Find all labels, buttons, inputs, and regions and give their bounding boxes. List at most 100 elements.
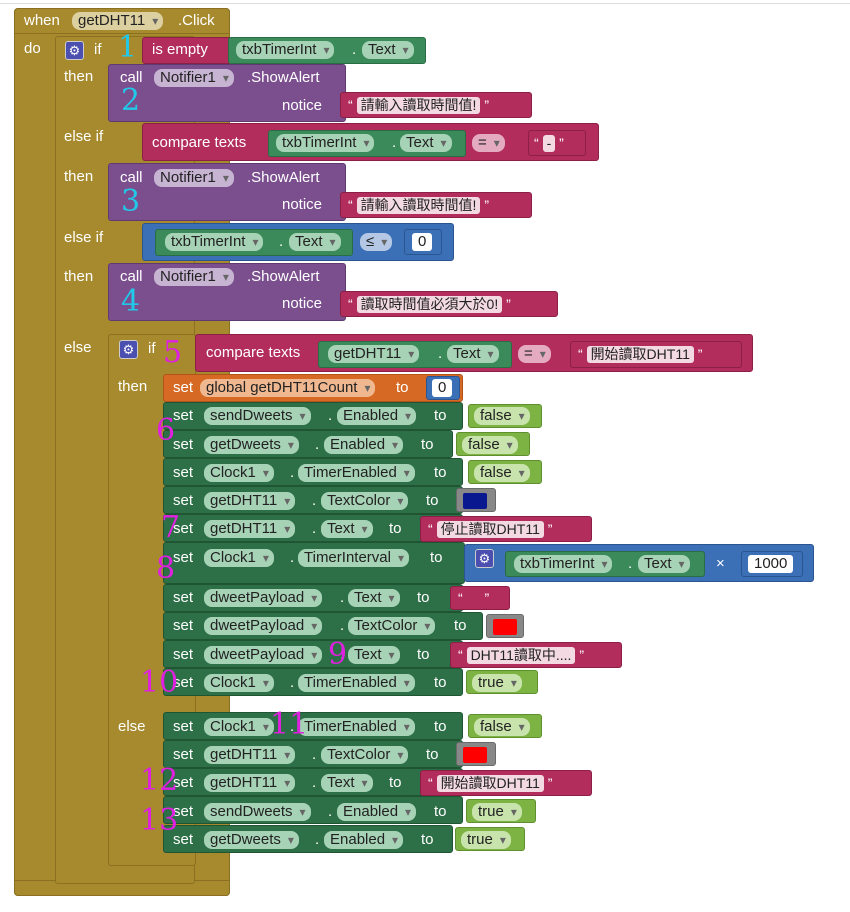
set-label: set	[173, 464, 194, 481]
property-dropdown[interactable]: Text	[289, 233, 341, 251]
component-dropdown[interactable]: Clock1	[204, 718, 274, 736]
text-string-empty[interactable]	[450, 586, 510, 610]
property-dropdown[interactable]: TimerEnabled	[298, 718, 415, 736]
property-dropdown[interactable]: Enabled	[337, 803, 417, 821]
component-dropdown[interactable]: Clock1	[204, 549, 274, 567]
component-dropdown[interactable]: Clock1	[204, 464, 274, 482]
reading-text[interactable]: DHT11讀取中....	[466, 647, 576, 664]
property-dropdown[interactable]: TimerEnabled	[298, 464, 415, 482]
boolean-dropdown[interactable]: true	[472, 803, 522, 821]
annotation-number: 2	[121, 83, 141, 118]
component-dropdown[interactable]: txbTimerInt	[165, 233, 264, 251]
property-dropdown[interactable]: Text	[638, 555, 690, 573]
component-dropdown[interactable]: dweetPayload	[204, 589, 323, 607]
else-label-outer: else	[64, 339, 92, 356]
component-dropdown[interactable]: sendDweets	[204, 407, 311, 425]
component-dropdown[interactable]: dweetPayload	[204, 646, 323, 664]
property-dropdown[interactable]: Enabled	[324, 436, 404, 454]
to-label: to	[421, 831, 434, 848]
dot-label: .	[628, 555, 633, 572]
variable-dropdown[interactable]: global getDHT11Count	[200, 379, 376, 397]
notifier-dropdown[interactable]: Notifier1	[154, 169, 234, 187]
operator-dropdown[interactable]: ≤	[360, 233, 393, 251]
color-swatch-red-2[interactable]	[463, 746, 487, 763]
multiply-mutator-gear-icon[interactable]: ⚙	[475, 549, 494, 568]
component-dropdown[interactable]: getDHT11	[204, 774, 296, 792]
component-dropdown[interactable]: txbTimerInt	[236, 41, 335, 59]
dot-label: .	[290, 464, 295, 481]
call-showalert-block-1[interactable]	[108, 64, 346, 122]
property-dropdown[interactable]: TimerInterval	[298, 549, 409, 567]
to-label: to	[426, 492, 439, 509]
property-dropdown[interactable]: Text	[321, 774, 373, 792]
color-swatch-red[interactable]	[493, 618, 517, 635]
property-dropdown[interactable]: Text	[362, 41, 414, 59]
number-value[interactable]: 0	[432, 379, 453, 397]
if-mutator-gear-icon[interactable]: ⚙	[65, 41, 84, 60]
color-swatch-blue[interactable]	[463, 492, 487, 509]
boolean-dropdown[interactable]: false	[474, 407, 530, 425]
to-label: to	[417, 589, 430, 606]
property-dropdown[interactable]: TextColor	[321, 492, 409, 510]
property-dropdown[interactable]: Text	[321, 520, 373, 538]
text-string-dash[interactable]	[528, 130, 586, 156]
set-label: set	[173, 646, 194, 663]
property-dropdown[interactable]: Text	[447, 345, 499, 363]
compare-texts-label: compare texts	[152, 134, 247, 151]
boolean-dropdown[interactable]: false	[462, 436, 518, 454]
operator-dropdown[interactable]: =	[518, 345, 551, 363]
event-component-dropdown[interactable]: getDHT11	[72, 12, 164, 30]
annotation-number: 12	[140, 763, 179, 798]
boolean-dropdown[interactable]: false	[474, 464, 530, 482]
showalert-label: .ShowAlert	[247, 169, 320, 186]
operator-dropdown[interactable]: =	[472, 134, 505, 152]
number-value[interactable]: 0	[412, 233, 433, 251]
dot-label: .	[438, 345, 443, 362]
to-label: to	[389, 520, 402, 537]
set-label: set	[173, 379, 194, 396]
component-dropdown[interactable]: getDHT11	[204, 492, 296, 510]
component-dropdown[interactable]: Clock1	[204, 674, 274, 692]
notifier-dropdown[interactable]: Notifier1	[154, 268, 234, 286]
is-empty-block[interactable]	[142, 37, 232, 64]
property-dropdown[interactable]: Text	[348, 589, 400, 607]
boolean-dropdown[interactable]: true	[461, 831, 511, 849]
annotation-number: 3	[121, 184, 141, 219]
to-label: to	[434, 464, 447, 481]
boolean-dropdown[interactable]: false	[474, 718, 530, 736]
dot-label: .	[340, 617, 345, 634]
inner-if-mutator-gear-icon[interactable]: ⚙	[119, 340, 138, 359]
component-dropdown[interactable]: txbTimerInt	[514, 555, 613, 573]
property-dropdown[interactable]: Enabled	[337, 407, 417, 425]
property-dropdown[interactable]: Text	[400, 134, 452, 152]
component-dropdown[interactable]: txbTimerInt	[276, 134, 375, 152]
property-dropdown[interactable]: TextColor	[348, 617, 436, 635]
number-value[interactable]: 1000	[748, 555, 794, 573]
notifier-dropdown[interactable]: Notifier1	[154, 69, 234, 87]
start-text[interactable]: 開始讀取DHT11	[436, 775, 544, 792]
component-dropdown[interactable]: getDweets	[204, 831, 299, 849]
alert-text[interactable]: 請輸入讀取時間值!	[356, 197, 481, 214]
annotation-number: 9	[328, 637, 348, 672]
property-dropdown[interactable]: Enabled	[324, 831, 404, 849]
showalert-label: .ShowAlert	[247, 69, 320, 86]
property-dropdown[interactable]: TextColor	[321, 746, 409, 764]
component-dropdown[interactable]: dweetPayload	[204, 617, 323, 635]
property-dropdown[interactable]: Text	[348, 646, 400, 664]
to-label: to	[454, 617, 467, 634]
component-dropdown[interactable]: getDHT11	[204, 520, 296, 538]
dash-text[interactable]: -	[542, 135, 556, 152]
boolean-dropdown[interactable]: true	[472, 674, 522, 692]
stop-text[interactable]: 停止讀取DHT11	[436, 521, 544, 538]
component-dropdown[interactable]: getDHT11	[204, 746, 296, 764]
component-dropdown[interactable]: getDHT11	[328, 345, 420, 363]
component-dropdown[interactable]: getDweets	[204, 436, 299, 454]
property-dropdown[interactable]: TimerEnabled	[298, 674, 415, 692]
alert-text[interactable]: 請輸入讀取時間值!	[356, 97, 481, 114]
start-text[interactable]: 開始讀取DHT11	[586, 346, 694, 363]
annotation-number: 13	[140, 803, 179, 838]
set-label: set	[173, 436, 194, 453]
dot-label: .	[340, 646, 345, 663]
component-dropdown[interactable]: sendDweets	[204, 803, 311, 821]
alert-text[interactable]: 讀取時間值必須大於0!	[356, 296, 503, 313]
